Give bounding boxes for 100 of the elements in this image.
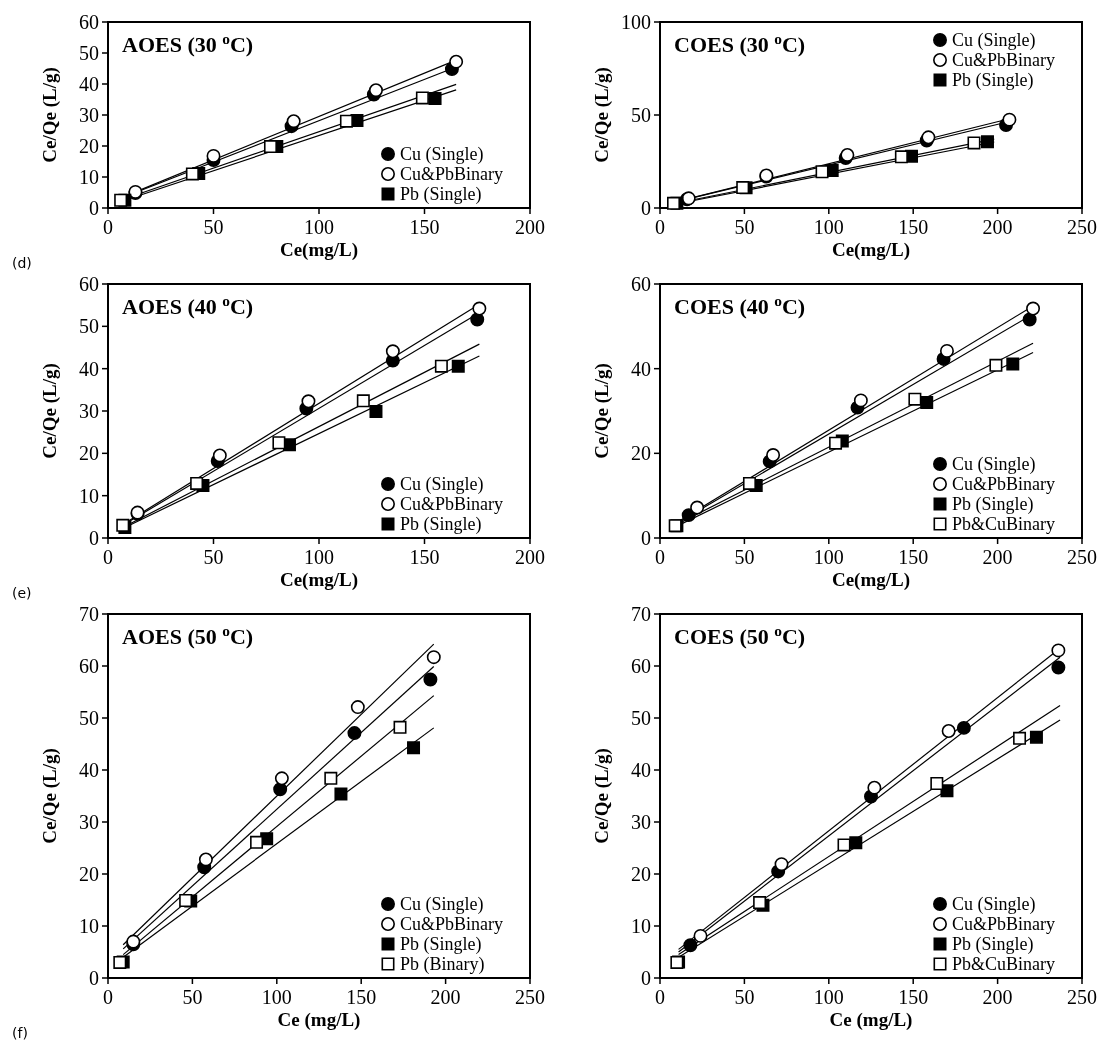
legend-label: Cu&PbBinary [952,474,1056,495]
y-tick-label: 50 [79,315,99,338]
x-tick-label: 0 [103,546,113,568]
y-tick-label: 50 [631,707,651,729]
y-tick-label: 60 [631,273,651,295]
legend-label: Cu&PbBinary [400,914,504,935]
y-tick-label: 0 [89,967,99,989]
y-tick-label: 60 [79,655,99,677]
x-tick-label: 0 [103,216,113,238]
x-tick-label: 200 [982,546,1013,568]
x-axis-title: Ce(mg/L) [279,239,359,261]
legend-label: Cu (Single) [400,144,484,166]
chart-title: COES (30 $^{o}$C) [674,29,806,57]
y-tick-label: 20 [79,135,99,157]
y-tick-label: 50 [631,104,651,126]
y-axis-title: Ce/Qe (L/g) [591,748,613,844]
x-tick-label: 50 [182,986,203,1008]
legend-label: Cu (Single) [952,30,1036,52]
y-tick-label: 20 [631,863,651,885]
x-tick-label: 100 [304,546,334,568]
x-tick-label: 0 [655,216,665,238]
x-axis-title: Ce (mg/L) [277,1009,361,1031]
x-tick-label: 150 [409,216,440,238]
legend-label: Cu&PbBinary [952,50,1056,71]
y-tick-label: 0 [89,527,99,549]
y-tick-label: 10 [79,166,99,188]
x-tick-label: 250 [1067,216,1097,238]
x-axis-title: Ce(mg/L) [831,569,911,591]
text: (e) [12,585,32,601]
x-tick-label: 50 [734,986,755,1008]
legend-label: Cu (Single) [952,454,1036,476]
legend-label: Pb&CuBinary [952,954,1056,975]
x-tick-label: 250 [515,986,545,1008]
legend-label: Pb (Single) [400,514,482,536]
x-tick-label: 50 [203,216,224,238]
y-tick-label: 30 [79,104,99,126]
y-tick-label: 30 [79,400,99,422]
y-tick-label: 40 [79,73,99,95]
chart-title: AOES (30 $^{o}$C) [122,29,254,57]
y-tick-label: 30 [631,811,651,833]
x-tick-label: 50 [734,216,755,238]
chart-title: COES (50 $^{o}$C) [674,621,806,649]
x-tick-label: 100 [304,216,334,238]
x-tick-label: 150 [346,986,377,1008]
chart-title: AOES (50 $^{o}$C) [122,621,254,649]
y-axis-title: Ce/Qe (L/g) [591,363,613,459]
x-tick-label: 250 [1067,546,1097,568]
y-tick-label: 0 [641,197,651,219]
legend-label: Pb (Single) [952,934,1034,956]
y-tick-label: 40 [631,357,651,380]
y-tick-label: 40 [79,357,99,380]
legend-label: Cu&PbBinary [400,164,504,185]
y-axis-title: Ce/Qe (L/g) [39,363,61,459]
x-axis-title: Ce(mg/L) [279,569,359,591]
x-tick-label: 150 [898,546,929,568]
y-tick-label: 10 [79,484,99,507]
x-axis-title: Ce(mg/L) [831,239,911,261]
y-tick-label: 20 [79,442,99,465]
legend-label: Pb&CuBinary [952,514,1056,535]
text: (d) [12,255,32,271]
legend-label: Pb (Single) [400,184,482,206]
x-tick-label: 250 [1067,986,1097,1008]
legend-label: Cu (Single) [400,894,484,916]
x-tick-label: 200 [982,216,1013,238]
chart-title: COES (40 $^{o}$C) [674,291,806,319]
x-tick-label: 50 [203,546,224,568]
y-tick-label: 10 [79,915,99,937]
y-tick-label: 60 [631,655,651,677]
y-tick-label: 100 [621,11,651,33]
y-tick-label: 30 [79,811,99,833]
y-tick-label: 50 [79,707,99,729]
legend-label: Pb (Single) [952,70,1034,92]
legend-label: Pb (Single) [400,934,482,956]
y-tick-label: 40 [79,759,99,781]
y-axis-title: Ce/Qe (L/g) [39,748,61,844]
chart-title: AOES (40 $^{o}$C) [122,291,254,319]
y-tick-label: 20 [79,863,99,885]
y-tick-label: 50 [79,42,99,64]
x-tick-label: 150 [898,986,929,1008]
legend-label: Cu (Single) [400,474,484,496]
legend-label: Cu&PbBinary [952,914,1056,935]
legend-label: Cu (Single) [952,894,1036,916]
x-tick-label: 150 [898,216,929,238]
y-tick-label: 70 [79,603,99,625]
x-tick-label: 0 [103,986,113,1008]
legend-label: Pb (Binary) [400,954,485,976]
x-tick-label: 0 [655,546,665,568]
x-axis-title: Ce (mg/L) [829,1009,913,1031]
y-tick-label: 60 [79,273,99,295]
y-tick-label: 10 [631,915,651,937]
legend-label: Cu&PbBinary [400,494,504,515]
x-tick-label: 150 [409,546,440,568]
y-tick-label: 60 [79,11,99,33]
x-tick-label: 200 [515,546,545,568]
y-axis-title: Ce/Qe (L/g) [39,67,61,163]
y-tick-label: 0 [641,527,651,549]
x-tick-label: 50 [734,546,755,568]
y-axis-title: Ce/Qe (L/g) [591,67,613,163]
x-tick-label: 200 [982,986,1013,1008]
legend-label: Pb (Single) [952,494,1034,516]
